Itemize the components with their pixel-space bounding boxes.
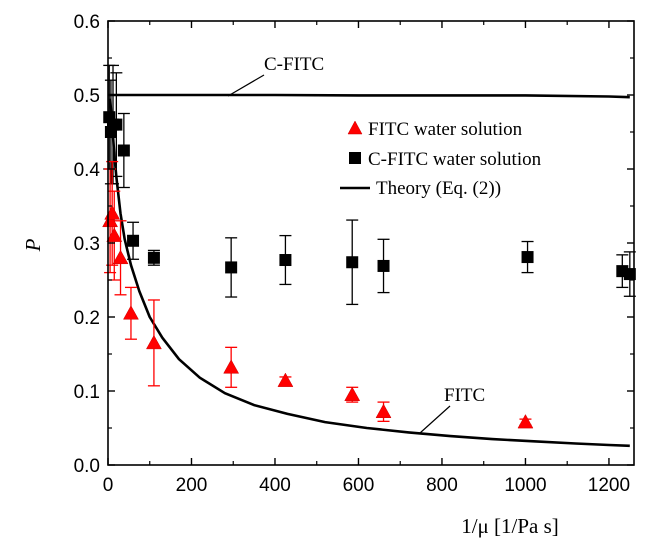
annotation-fitc-label: FITC [444,385,485,406]
annotation-cfitc-leader [227,74,265,97]
fitc-point-3 [112,249,129,265]
fitc-point-6 [223,359,240,374]
fitc-point-1 [104,205,121,220]
y-tick-label-5: 0.5 [74,86,100,107]
fitc-point-10 [517,414,534,429]
legend-label-fitc: FITC water solution [368,119,523,140]
y-tick-label-4: 0.4 [74,160,101,181]
cfitc-point-3 [110,118,123,131]
legend-marker-triangle [347,120,363,135]
y-tick-label-3: 0.3 [74,234,100,255]
cfitc-point-6 [147,251,160,264]
legend-label-theory: Theory (Eq. (2)) [376,178,501,199]
fitc-point-7 [277,372,294,387]
fitc-point-4 [123,305,139,320]
legend-item-theory: Theory (Eq. (2)) [340,178,501,199]
y-tick-label-1: 0.1 [74,382,100,403]
annotation-cfitc: C-FITC [227,54,324,97]
annotation-cfitc-label: C-FITC [264,54,324,75]
legend-label-cfitc: C-FITC water solution [368,149,542,170]
plot-frame [107,20,635,466]
cfitc-point-7 [225,261,238,274]
annotation-fitc-leader [419,405,451,434]
x-tick-label-4: 800 [426,475,458,496]
y-tick-label-6: 0.6 [74,12,100,33]
fitc-point-5 [145,334,162,350]
cfitc-point-5 [127,234,140,247]
cfitc-point-11 [521,251,534,264]
y-axis-label: P [21,238,45,252]
x-tick-label-1: 200 [176,475,208,496]
theory-curve-fitc [108,98,630,448]
legend: FITC water solution C-FITC water solutio… [340,119,542,199]
x-tick-label-3: 600 [343,475,375,496]
cfitc-point-10 [377,259,390,272]
legend-item-cfitc: C-FITC water solution [349,149,542,170]
x-tick-label-6: 1200 [588,475,630,496]
x-tick-label-2: 400 [259,475,291,496]
fitc-point-8 [344,386,361,401]
x-axis-label: 1/μ [1/Pa s] [461,514,559,538]
legend-item-fitc: FITC water solution [347,119,523,140]
y-tick-label-0: 0.0 [74,456,100,477]
fitc-point-2 [106,227,123,242]
y-tick-label-2: 0.2 [74,308,100,329]
cfitc-point-8 [279,254,292,267]
cfitc-point-4 [117,144,130,157]
fitc-point-9 [375,403,392,418]
legend-marker-square [349,152,361,164]
x-tick-label-5: 1000 [504,475,546,496]
marks-layer [102,64,636,448]
x-tick-label-0: 0 [103,475,114,496]
annotation-fitc: FITC [419,385,485,434]
ticks-layer: 0 200 400 600 800 1000 1200 0.0 0.1 0.2 0.3 0.4 0.5 0… [74,12,634,496]
fitc-point-0 [102,212,119,228]
theory-curve-c-fitc [108,93,630,99]
cfitc-point-9 [346,256,359,269]
cfitc-point-13 [623,268,636,281]
